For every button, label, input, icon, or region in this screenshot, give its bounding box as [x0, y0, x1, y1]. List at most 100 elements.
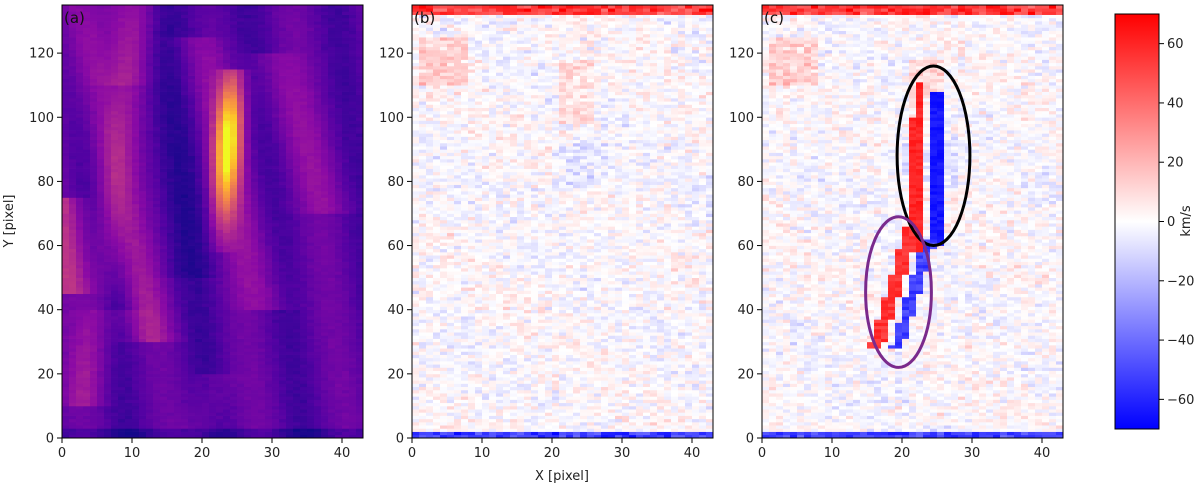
heatmap-cell: [209, 139, 217, 144]
heatmap-cell: [146, 181, 154, 185]
heatmap-cell: [83, 335, 91, 339]
heatmap-cell: [216, 361, 224, 365]
heatmap-cell: [167, 165, 175, 169]
heatmap-cell: [146, 405, 154, 410]
heatmap-cell: [328, 146, 336, 150]
heatmap-cell: [209, 328, 217, 333]
heatmap-cell: [125, 94, 133, 99]
heatmap-cell: [202, 203, 210, 208]
heatmap-cell: [328, 174, 336, 179]
heatmap-cell: [223, 226, 231, 230]
heatmap-cell: [104, 268, 112, 272]
heatmap-cell: [104, 235, 112, 240]
heatmap-cell: [286, 152, 294, 157]
heatmap-cell: [167, 277, 175, 282]
heatmap-cell: [237, 348, 245, 352]
heatmap-cell: [111, 146, 119, 150]
heatmap-cell: [251, 98, 259, 102]
heatmap-cell: [349, 152, 357, 157]
heatmap-cell: [244, 309, 252, 314]
heatmap-cell: [69, 213, 77, 218]
heatmap-cell: [125, 101, 133, 105]
heatmap-cell: [188, 309, 196, 314]
heatmap-cell: [244, 94, 252, 99]
heatmap-cell: [118, 287, 126, 291]
heatmap-cell: [230, 287, 238, 291]
heatmap-cell: [167, 85, 175, 89]
heatmap-cell: [314, 213, 322, 218]
heatmap-cell: [69, 393, 77, 397]
heatmap-cell: [202, 303, 210, 307]
heatmap-cell: [111, 425, 119, 429]
heatmap-cell: [321, 373, 329, 378]
heatmap-cell: [104, 117, 112, 121]
heatmap-cell: [139, 184, 147, 189]
heatmap-cell: [307, 325, 315, 330]
heatmap-cell: [300, 72, 308, 76]
heatmap-cell: [209, 136, 217, 141]
heatmap-cell: [62, 200, 70, 205]
heatmap-cell: [104, 146, 112, 150]
heatmap-cell: [181, 335, 189, 339]
heatmap-cell: [349, 216, 357, 221]
heatmap-cell: [300, 174, 308, 179]
heatmap-cell: [209, 348, 217, 352]
heatmap-cell: [272, 261, 280, 266]
heatmap-cell: [321, 110, 329, 115]
heatmap-cell: [146, 296, 154, 301]
heatmap-cell: [202, 344, 210, 349]
heatmap-cell: [279, 94, 287, 99]
heatmap-cell: [188, 210, 196, 214]
heatmap-cell: [314, 383, 322, 388]
heatmap-cell: [272, 348, 280, 352]
heatmap-cell: [244, 235, 252, 240]
heatmap-cell: [335, 296, 343, 301]
heatmap-cell: [342, 425, 350, 429]
heatmap-cell: [118, 370, 126, 375]
heatmap-cell: [230, 88, 238, 92]
heatmap-cell: [300, 223, 308, 227]
heatmap-cell: [69, 81, 77, 86]
heatmap-cell: [258, 155, 266, 160]
heatmap-cell: [328, 319, 336, 323]
heatmap-cell: [272, 328, 280, 333]
heatmap-cell: [349, 306, 357, 311]
heatmap-cell: [181, 229, 189, 234]
heatmap-cell: [174, 415, 182, 420]
heatmap-cell: [335, 197, 343, 201]
heatmap-cell: [62, 62, 70, 67]
heatmap-cell: [314, 386, 322, 391]
heatmap-cell: [237, 274, 245, 278]
heatmap-cell: [83, 203, 91, 208]
heatmap-cell: [244, 178, 252, 182]
heatmap-cell: [286, 207, 294, 211]
heatmap-cell: [300, 226, 308, 230]
heatmap-cell: [293, 309, 301, 314]
heatmap-cell: [181, 207, 189, 211]
heatmap-cell: [139, 261, 147, 266]
heatmap-cell: [90, 69, 98, 73]
heatmap-cell: [62, 312, 70, 317]
heatmap-cell: [174, 123, 182, 128]
heatmap-cell: [335, 152, 343, 157]
heatmap-cell: [76, 168, 84, 173]
heatmap-cell: [342, 149, 350, 153]
heatmap-cell: [195, 235, 203, 240]
heatmap-cell: [125, 418, 133, 423]
heatmap-cell: [279, 242, 287, 246]
heatmap-cell: [216, 114, 224, 118]
heatmap-cell: [62, 319, 70, 323]
heatmap-cell: [300, 309, 308, 314]
heatmap-cell: [195, 361, 203, 365]
heatmap-cell: [251, 197, 259, 201]
heatmap-cell: [160, 165, 168, 169]
heatmap-cell: [356, 223, 363, 227]
heatmap-cell: [118, 280, 126, 285]
heatmap-cell: [223, 383, 231, 388]
heatmap-cell: [237, 216, 245, 221]
heatmap-cell: [111, 399, 119, 404]
heatmap-cell: [62, 367, 70, 371]
heatmap-cell: [349, 348, 357, 352]
heatmap-cell: [97, 255, 105, 259]
heatmap-cell: [139, 171, 147, 176]
